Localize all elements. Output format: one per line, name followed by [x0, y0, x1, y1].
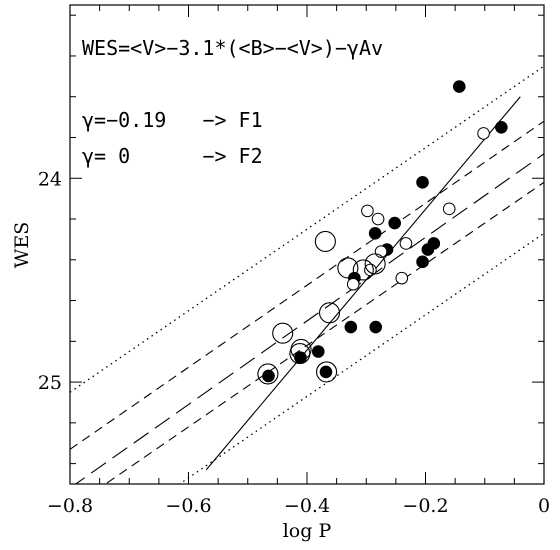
- open-point-2: [361, 204, 374, 218]
- filled-point-13: [311, 345, 325, 358]
- open-point-7: [395, 271, 409, 285]
- y-tick-label: 25: [38, 372, 62, 394]
- open-point-6: [346, 277, 360, 291]
- open-point-4: [399, 237, 413, 250]
- y-tick-label: 24: [38, 168, 62, 190]
- x-tick-label: −0.6: [165, 495, 211, 517]
- ring-point-3: [318, 302, 341, 324]
- filled-point-1: [495, 120, 508, 134]
- open-point-0: [477, 127, 490, 140]
- fit-line-dot-5: [178, 232, 544, 484]
- filled-point-14: [262, 369, 275, 383]
- x-tick-label: 0: [538, 495, 550, 517]
- filled-point-15: [319, 365, 333, 379]
- ring-point-8: [289, 342, 311, 365]
- gamma-f2-annotation: γ= 0 −> F2: [82, 144, 263, 168]
- filled-point-8: [416, 255, 429, 269]
- ring-point-6: [257, 363, 279, 385]
- ring-point-1: [337, 257, 359, 279]
- filled-point-2: [416, 176, 429, 189]
- fit-line-dash-3: [104, 181, 544, 484]
- plot-frame: [69, 4, 545, 485]
- ring-point-7: [316, 361, 338, 383]
- ring-point-4: [272, 322, 294, 344]
- filled-point-0: [452, 80, 466, 93]
- axis-ticks: −0.8 −0.6 −0.4 −0.2 0 24 25: [38, 5, 550, 517]
- gamma-f1-annotation: γ=−0.19 −> F1: [82, 108, 263, 132]
- x-tick-label: −0.4: [284, 495, 330, 517]
- formula-annotation: WES=<V>−3.1*(<B>−<V>)−γAv: [82, 36, 383, 60]
- fit-line-long-dash-1: [74, 153, 544, 484]
- x-axis-title: log P: [283, 520, 332, 542]
- fit-line-dot-4: [70, 65, 544, 393]
- filled-point-10: [344, 320, 358, 334]
- x-tick-label: −0.8: [47, 495, 93, 517]
- y-axis-title: WES: [11, 222, 33, 268]
- filled-point-3: [388, 216, 401, 230]
- filled-point-7: [427, 237, 441, 250]
- x-tick-label: −0.2: [402, 495, 448, 517]
- filled-point-12: [294, 351, 307, 364]
- open-point-3: [371, 212, 385, 226]
- ring-point-0: [314, 230, 336, 252]
- filled-point-4: [368, 226, 382, 240]
- fit-line-dash-2: [70, 120, 544, 450]
- filled-point-11: [369, 320, 383, 334]
- fit-line-solid-0: [205, 96, 521, 471]
- fit-lines: [70, 65, 544, 484]
- ring-point-9: [352, 259, 374, 281]
- open-point-1: [442, 202, 456, 216]
- data-points: [257, 80, 508, 385]
- ring-point-2: [364, 253, 386, 275]
